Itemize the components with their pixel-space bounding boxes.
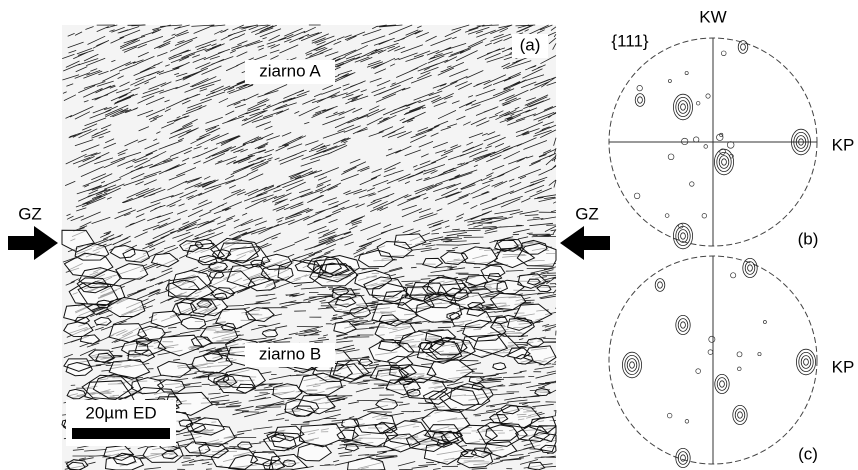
arrow-left [8,226,58,260]
arrow-right [560,226,610,260]
arrow-label: GZ [575,204,599,223]
axis-label: KW [699,7,726,26]
figure: ziarno A ziarno B (a) 20µm ED GZ GZ {111… [0,0,858,470]
axis-label: KP [832,135,855,154]
grain-b-label: ziarno B [259,344,321,363]
panel-label: (c) [798,444,818,463]
pole-figures [609,38,817,468]
arrow-label: GZ [18,204,42,223]
plane-label: {111} [611,31,649,50]
axis-label: KP [832,357,855,376]
panel-label: (b) [798,229,819,248]
scale-bar-label: 20µm ED [85,403,156,422]
panel-label: (a) [520,35,541,54]
grain-a-label: ziarno A [259,61,321,80]
scale-bar [72,428,170,439]
